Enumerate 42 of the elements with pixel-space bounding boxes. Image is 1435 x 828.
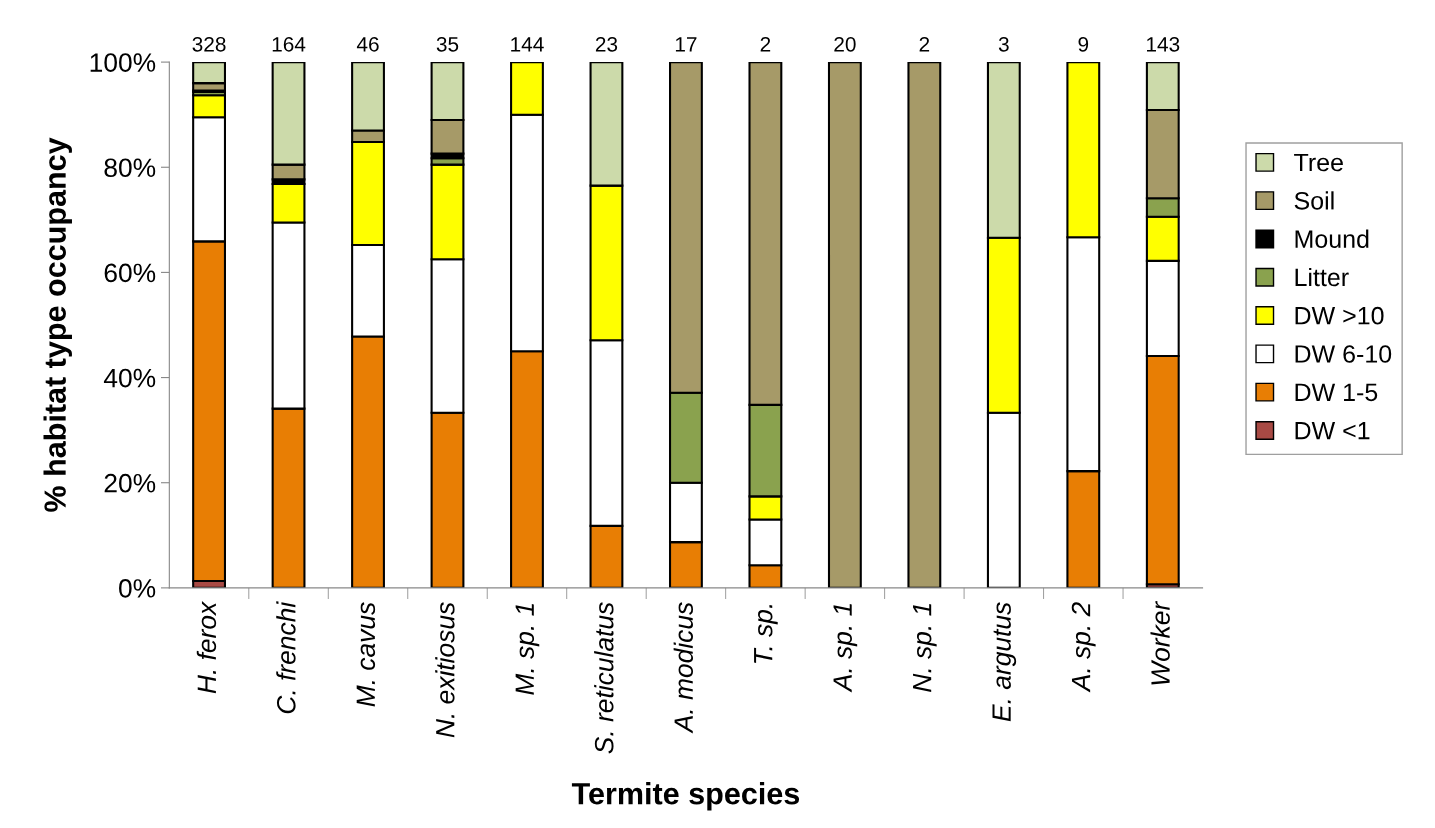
y-axis-title: % habitat type occupancy [43, 137, 72, 512]
legend-label: DW 6-10 [1295, 345, 1392, 363]
x-tick-label: M. sp. 1 [515, 603, 540, 695]
y-tick-label: 40% [103, 368, 156, 388]
annotation: 2 [919, 36, 930, 52]
x-axis-title: Termite species [571, 782, 800, 811]
x-tick-label: C. frenchi [276, 601, 296, 714]
legend-label: Mound [1295, 229, 1369, 248]
legend-label: DW 1-5 [1295, 383, 1378, 402]
x-tick-label: H. ferox [196, 600, 217, 694]
x-tick-label: M. cavus [356, 602, 376, 707]
x-tick-label: T. sp. [754, 605, 778, 663]
annotation: 46 [356, 36, 379, 52]
annotation: 20 [834, 36, 856, 52]
annotation: 17 [675, 37, 697, 52]
x-tick-label: S. reticulatus [594, 602, 614, 754]
y-tick-label: 60% [104, 263, 156, 283]
x-tick-label: A. modicus [673, 602, 694, 734]
x-tick-label: A. sp. 2 [1071, 602, 1096, 693]
x-tick-label: Worker [1150, 600, 1170, 685]
annotation: 23 [595, 36, 618, 52]
x-tick-label: E. argutus [992, 602, 1017, 722]
annotation: 144 [511, 37, 544, 52]
legend-label: DW <1 [1295, 422, 1370, 440]
y-tick-label: 20% [104, 473, 156, 493]
annotation: 3 [998, 36, 1009, 52]
x-tick-label: N. exitiosus [435, 602, 455, 738]
annotation: 164 [272, 36, 306, 52]
x-tick-label: A. sp. 1 [833, 603, 858, 693]
legend-label: Tree [1294, 153, 1343, 172]
legend-label: Soil [1294, 191, 1334, 210]
y-tick-label: 0% [119, 579, 156, 598]
x-tick-label: N. sp. 1 [913, 603, 937, 692]
annotation: 328 [192, 36, 226, 52]
legend-label: DW >10 [1295, 306, 1384, 325]
y-tick-label: 100% [90, 53, 156, 72]
annotation: 9 [1078, 36, 1089, 52]
annotation: 35 [436, 36, 459, 52]
y-tick-label: 80% [104, 158, 156, 178]
annotation: 2 [760, 36, 771, 52]
annotation: 143 [1147, 36, 1180, 52]
legend-label: Litter [1295, 267, 1349, 287]
